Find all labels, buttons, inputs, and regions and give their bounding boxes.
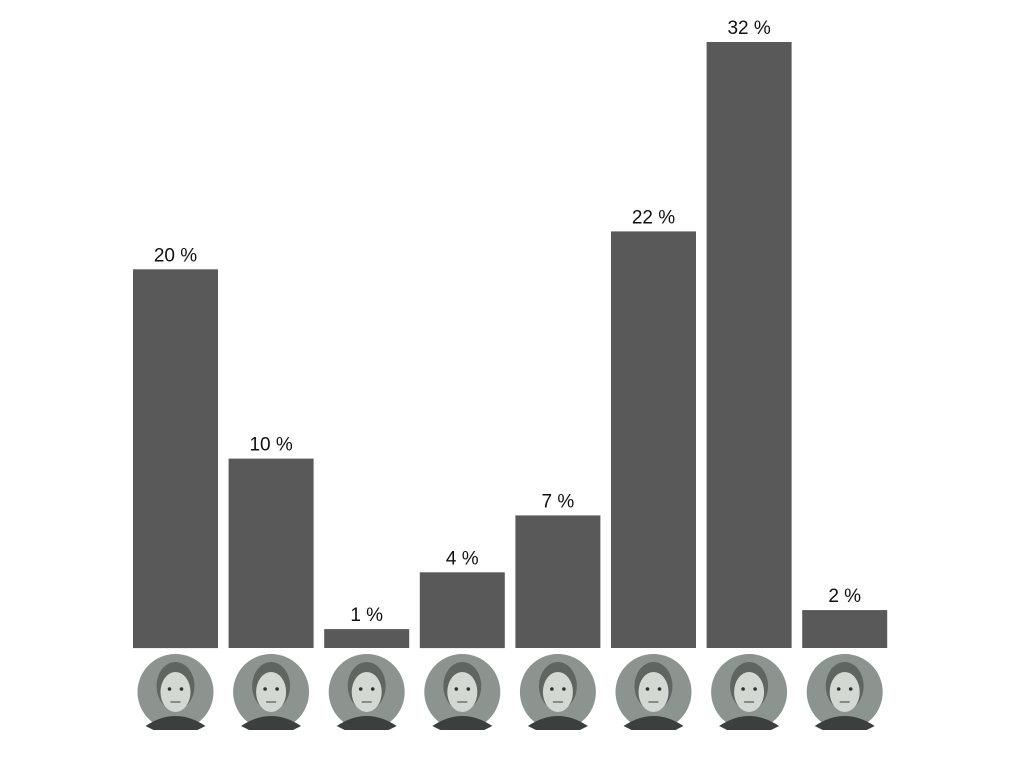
data-label: 10 %: [249, 435, 292, 456]
bars-group: [133, 42, 888, 649]
bar: [611, 231, 696, 648]
portrait-woman-blonde-bob-icon: [328, 654, 405, 730]
portrait-eye: [454, 687, 459, 691]
bar: [515, 515, 601, 648]
portrait-man-bald-icon: [233, 654, 310, 730]
portrait-man-glasses-icon: [806, 654, 883, 730]
portrait-eye: [275, 687, 279, 691]
portrait-man-shaved-head-icon: [711, 654, 788, 730]
data-label: 32 %: [727, 18, 770, 39]
portrait-eye: [179, 687, 184, 691]
data-label: 20 %: [154, 245, 197, 266]
portrait-eye: [741, 687, 745, 691]
portrait-eye: [550, 687, 554, 691]
bar: [133, 269, 218, 649]
portrait-eye: [370, 687, 375, 691]
portrait-eye: [657, 687, 662, 691]
bar: [228, 458, 314, 648]
portrait-shoulders: [336, 716, 397, 730]
bar: [706, 42, 792, 648]
portrait-shoulders: [241, 716, 302, 730]
portrait-woman-shoulder-hair-icon: [424, 654, 501, 730]
portrait-eye: [263, 687, 267, 691]
portrait-face: [160, 672, 191, 712]
portrait-shoulders: [719, 716, 780, 730]
data-label: 2 %: [828, 586, 861, 607]
portrait-eye: [753, 687, 757, 691]
portrait-face: [447, 672, 478, 712]
portrait-face: [638, 672, 669, 712]
portrait-face: [734, 672, 765, 712]
portrait-man-short-dark-hair-icon: [137, 654, 214, 730]
portrait-face: [829, 672, 860, 712]
portrait-eye: [466, 687, 471, 691]
data-label: 7 %: [542, 491, 575, 512]
data-label: 4 %: [446, 548, 479, 569]
data-label: 22 %: [632, 207, 675, 228]
portrait-shoulders: [527, 716, 588, 730]
portrait-man-light-hair-icon: [519, 654, 596, 730]
bar: [802, 610, 888, 648]
portrait-shoulders: [623, 716, 684, 730]
portrait-eye: [358, 687, 363, 691]
value-labels-group: 20 % 10 % 1 % 4 % 7 % 22 % 32 % 2 %: [154, 18, 861, 626]
portrait-woman-short-blonde-icon: [615, 654, 692, 730]
portrait-shoulders: [145, 716, 206, 730]
portrait-eye: [836, 687, 841, 691]
portrait-face: [542, 672, 573, 712]
portrait-shoulders: [814, 716, 875, 730]
bar: [324, 629, 410, 648]
portrait-shoulders: [432, 716, 493, 730]
portrait-eye: [562, 687, 566, 691]
data-label: 1 %: [350, 605, 383, 626]
portrait-eye: [167, 687, 172, 691]
portrait-eye: [848, 687, 853, 691]
portrait-eye: [645, 687, 650, 691]
portrait-face: [256, 672, 287, 712]
bar: [419, 572, 505, 649]
portrait-face: [351, 672, 382, 712]
portraits-group: [137, 654, 883, 730]
